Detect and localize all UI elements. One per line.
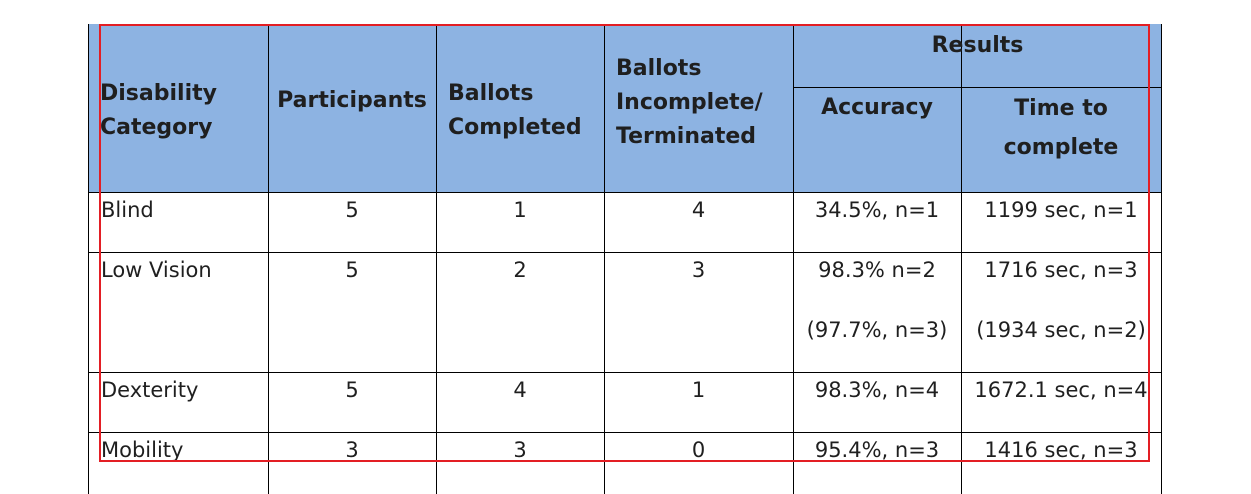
- table-row-accuracy: 98.3% n=2: [793, 258, 961, 282]
- header-ballots-incomplete-label: Ballots Incomplete/ Terminated: [616, 56, 763, 149]
- row-divider: [88, 252, 1162, 253]
- table-row-time: 1716 sec, n=3: [961, 258, 1161, 282]
- table-row-accuracy: 98.3%, n=4: [793, 378, 961, 402]
- table-row-accuracy: 95.4%, n=3: [793, 438, 961, 462]
- header-participants-label: Participants: [277, 88, 427, 113]
- row-accuracy-text: 98.3% n=2: [818, 258, 936, 282]
- column-divider: [961, 24, 962, 494]
- row-completed-text: 2: [513, 258, 527, 282]
- row-category-text: Dexterity: [101, 378, 199, 402]
- header-ballots-incomplete: Ballots Incomplete/ Terminated: [616, 24, 796, 192]
- column-divider: [604, 24, 605, 494]
- header-ballots-completed-label: Ballots Completed: [448, 81, 582, 140]
- table-row-completed: 4: [436, 378, 604, 402]
- row-time-text: 1416 sec, n=3: [984, 438, 1138, 462]
- table-row-category: Dexterity: [101, 378, 198, 402]
- table-row-time-alt: (1934 sec, n=2): [961, 318, 1161, 342]
- table-row-category: Mobility: [101, 438, 183, 462]
- row-category-text: Blind: [101, 198, 154, 222]
- table-row-category: Low Vision: [101, 258, 212, 282]
- row-time-text: 1199 sec, n=1: [984, 198, 1138, 222]
- header-accuracy: Accuracy: [793, 88, 961, 128]
- header-participants: Participants: [268, 24, 436, 192]
- column-divider: [268, 24, 269, 494]
- table-row-participants: 5: [268, 378, 436, 402]
- row-accuracy-alt-text: (97.7%, n=3): [806, 318, 948, 342]
- row-category-text: Mobility: [101, 438, 184, 462]
- row-time-text: 1672.1 sec, n=4: [974, 378, 1148, 402]
- table-row-incomplete: 1: [604, 378, 793, 402]
- table-header-background: [88, 24, 1162, 192]
- table-row-incomplete: 3: [604, 258, 793, 282]
- row-accuracy-text: 95.4%, n=3: [814, 438, 940, 462]
- results-table: Disability Category Participants Ballots…: [88, 24, 1162, 494]
- row-accuracy-text: 98.3%, n=4: [814, 378, 940, 402]
- row-incomplete-text: 4: [691, 198, 706, 222]
- header-time-to-complete: Time to complete: [972, 88, 1150, 168]
- row-time-text: 1716 sec, n=3: [984, 258, 1138, 282]
- header-disability-category-label: Disability Category: [100, 81, 217, 140]
- results-subheader-divider: [793, 87, 1162, 88]
- column-divider: [793, 24, 794, 494]
- header-results-label: Results: [931, 33, 1024, 58]
- table-row-completed: 1: [436, 198, 604, 222]
- table-row-category: Blind: [101, 198, 154, 222]
- table-row-accuracy-alt: (97.7%, n=3): [793, 318, 961, 342]
- table-row-time: 1672.1 sec, n=4: [961, 378, 1161, 402]
- row-accuracy-text: 34.5%, n=1: [814, 198, 940, 222]
- header-ballots-completed: Ballots Completed: [448, 24, 598, 192]
- table-row-time: 1416 sec, n=3: [961, 438, 1161, 462]
- row-divider: [88, 432, 1162, 433]
- table-row-incomplete: 4: [604, 198, 793, 222]
- row-participants-text: 5: [345, 258, 359, 282]
- header-results: Results: [793, 24, 1162, 64]
- row-participants-text: 5: [345, 378, 359, 402]
- table-row-participants: 5: [268, 258, 436, 282]
- header-accuracy-label: Accuracy: [821, 95, 933, 120]
- column-divider: [436, 24, 437, 494]
- row-participants-text: 3: [345, 438, 359, 462]
- table-row-completed: 3: [436, 438, 604, 462]
- table-row-participants: 3: [268, 438, 436, 462]
- header-disability-category: Disability Category: [100, 24, 265, 192]
- header-bottom-border: [88, 192, 1162, 193]
- row-incomplete-text: 3: [691, 258, 706, 282]
- row-completed-text: 1: [513, 198, 527, 222]
- table-border-left: [88, 24, 89, 494]
- row-completed-text: 4: [513, 378, 527, 402]
- header-time-to-complete-label: Time to complete: [1003, 96, 1119, 160]
- table-row-completed: 2: [436, 258, 604, 282]
- row-category-text: Low Vision: [101, 258, 212, 282]
- row-incomplete-text: 0: [691, 438, 706, 462]
- table-row-time: 1199 sec, n=1: [961, 198, 1161, 222]
- row-divider: [88, 372, 1162, 373]
- table-row-participants: 5: [268, 198, 436, 222]
- row-incomplete-text: 1: [691, 378, 706, 402]
- table-border-right: [1161, 24, 1162, 494]
- row-completed-text: 3: [513, 438, 527, 462]
- row-time-alt-text: (1934 sec, n=2): [976, 318, 1146, 342]
- table-row-accuracy: 34.5%, n=1: [793, 198, 961, 222]
- row-participants-text: 5: [345, 198, 359, 222]
- table-row-incomplete: 0: [604, 438, 793, 462]
